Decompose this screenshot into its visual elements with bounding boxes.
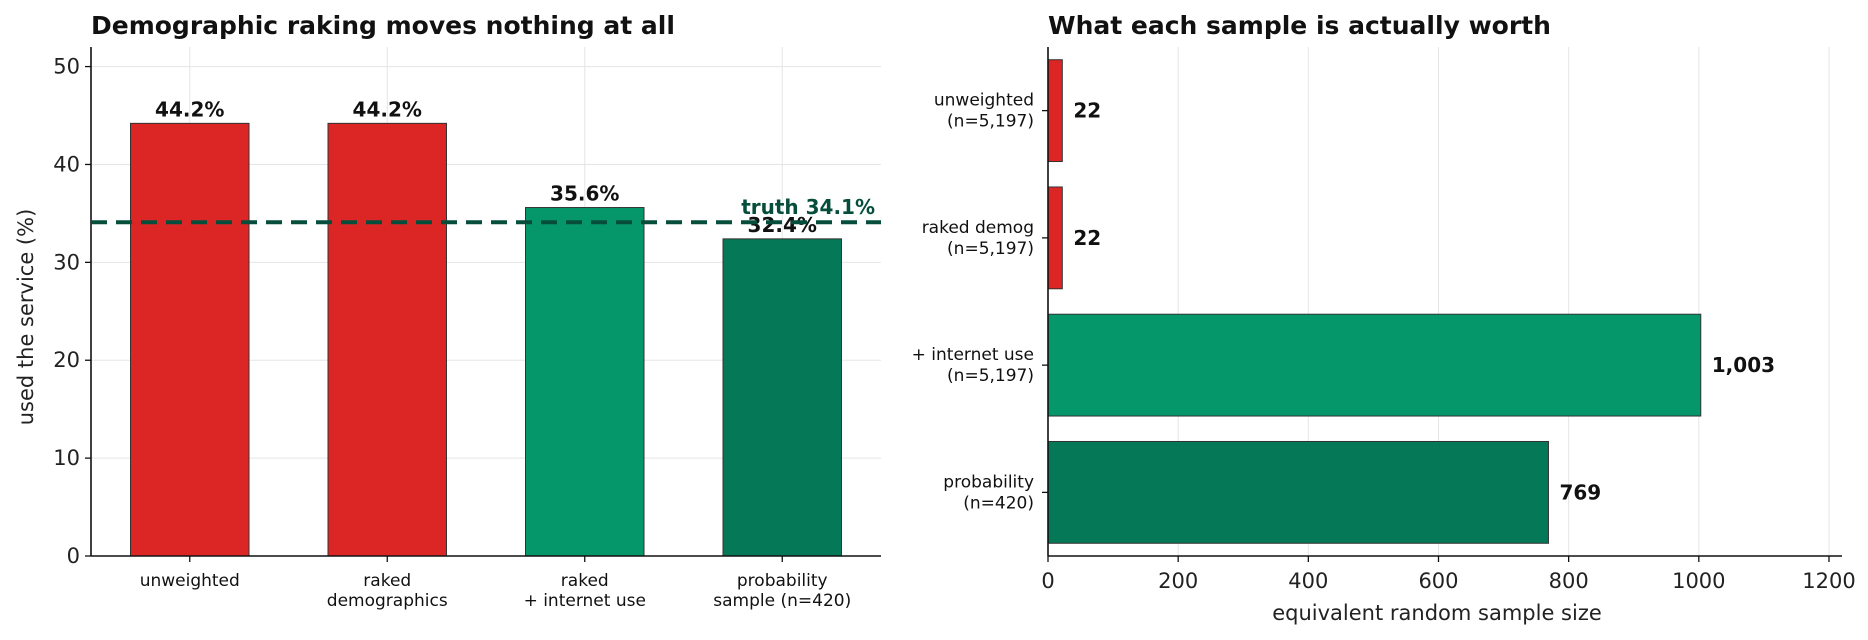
right-x-tick-label: 800 [1549,569,1589,593]
right-chart-y-categories: unweighted (n=5,197) raked demog (n=5,197) +… [912,91,1048,513]
right-chart-x-axis-label: equivalent random sample size [1272,601,1602,625]
left-chart-y-axis-label: used the service (%) [14,209,38,426]
right-chart-title: What each sample is actually worth [1048,11,1551,40]
left-bar [722,238,842,557]
right-y-category-label: raked demog (n=5,197) [922,218,1034,259]
left-y-tick-label: 0 [67,544,80,568]
right-chart-axes [1047,47,1842,557]
right-chart-bars [1047,59,1702,544]
right-x-tick-label: 600 [1418,569,1458,593]
left-bar-value-label: 32.4% [748,213,817,237]
right-y-category-label: + internet use (n=5,197) [912,345,1034,386]
right-x-tick-label: 400 [1288,569,1328,593]
right-y-category-label: probability (n=420) [943,472,1034,513]
left-chart-y-ticks: 0 10 20 30 40 50 [53,55,91,568]
right-bar [1047,186,1063,290]
left-chart-axes [90,47,881,557]
left-bar [327,122,447,557]
right-bar-value-label: 22 [1073,99,1101,123]
truth-reference: truth 34.1% [91,195,881,225]
left-x-category-label: probability sample (n=420) [713,571,851,611]
left-chart: Demographic raking moves nothing at all … [14,11,881,611]
right-chart: What each sample is actually worth 0 200 4… [912,11,1856,625]
left-x-category-label: raked demographics [327,571,448,611]
left-bar [525,207,645,557]
left-y-tick-label: 40 [53,152,80,176]
right-bar-value-label: 22 [1073,226,1101,250]
left-y-tick-label: 10 [53,446,80,470]
left-bar-value-label: 35.6% [550,182,619,206]
left-bar [130,122,250,557]
right-chart-data-labels: 22 22 1,003 769 [1073,99,1775,505]
right-x-tick-label: 1200 [1802,569,1855,593]
left-bar-value-label: 44.2% [353,97,422,121]
left-y-tick-label: 20 [53,348,80,372]
left-x-category-label: raked + internet use [524,571,646,611]
right-bar [1047,440,1549,544]
left-chart-x-categories: unweighted raked demographics raked + intern… [140,556,851,611]
right-bar [1047,59,1063,163]
left-chart-bars [130,122,842,557]
right-chart-x-ticks: 0 200 400 600 800 1000 1200 [1041,556,1856,593]
left-y-tick-label: 30 [53,250,80,274]
left-bar-value-label: 44.2% [155,97,224,121]
right-x-tick-label: 1000 [1672,569,1725,593]
left-chart-title: Demographic raking moves nothing at all [91,11,675,40]
right-x-tick-label: 200 [1158,569,1198,593]
right-bar-value-label: 1,003 [1712,353,1775,377]
truth-label: truth 34.1% [741,195,875,219]
left-x-category-label: unweighted [140,571,240,591]
left-chart-data-labels: 44.2% 44.2% 35.6% 32.4% [155,97,817,237]
right-x-tick-label: 0 [1041,569,1054,593]
right-y-category-label: unweighted (n=5,197) [934,91,1034,132]
right-bar [1047,313,1702,417]
left-y-tick-label: 50 [53,55,80,79]
right-bar-value-label: 769 [1559,480,1601,504]
